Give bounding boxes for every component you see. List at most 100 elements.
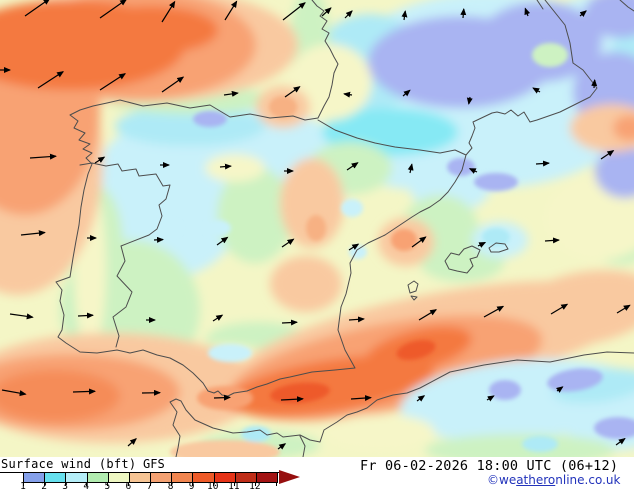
country-border — [317, 119, 467, 156]
wind-speed-region — [82, 6, 218, 54]
scale-tick — [23, 483, 24, 486]
wind-speed-region — [547, 368, 603, 392]
scale-tick — [65, 483, 67, 486]
scale-tick-label: 6 — [125, 481, 132, 490]
wind-speed-region — [170, 440, 280, 457]
scale-tick-label: 3 — [62, 481, 69, 490]
wind-speed-region — [594, 417, 634, 439]
wind-speed-region — [447, 158, 475, 176]
wind-arrow — [277, 443, 287, 450]
wind-arrow — [477, 241, 487, 248]
scale-tick-label: 5 — [104, 481, 111, 490]
wind-speed-region — [532, 43, 568, 67]
coastline — [169, 351, 634, 457]
scale-box — [214, 473, 236, 482]
wind-arrow — [219, 163, 232, 170]
scale-tick — [107, 483, 109, 486]
wind-speed-region — [341, 199, 363, 217]
scale-tick — [170, 483, 172, 486]
wind-arrow — [346, 162, 359, 171]
wind-speed-region — [270, 256, 342, 312]
wind-speed-region — [396, 340, 436, 360]
wind-arrow — [407, 163, 414, 174]
wind-arrow — [411, 236, 427, 248]
wind-speed-region — [570, 104, 634, 152]
scale-box — [151, 473, 173, 482]
wind-map — [0, 0, 634, 457]
coastline — [55, 0, 598, 397]
wind-arrow — [284, 86, 301, 98]
wind-speed-region — [306, 215, 326, 241]
scale-tick-label: 8 — [167, 481, 174, 490]
wind-speed-region — [205, 154, 265, 182]
wind-arrow — [212, 314, 224, 322]
wind-arrow — [99, 73, 126, 91]
scale-tick-label: 10 — [207, 481, 219, 490]
wind-speed-region — [489, 380, 521, 400]
wind-speed-region — [205, 220, 231, 236]
wind-speed-region — [584, 0, 634, 38]
wind-arrow — [224, 0, 238, 21]
scale-tick — [212, 483, 214, 486]
wind-arrow — [72, 388, 96, 395]
wind-arrow — [280, 396, 304, 403]
wind-speed-color-scale — [23, 472, 278, 483]
wind-arrow — [418, 309, 438, 321]
scale-box — [129, 473, 152, 482]
wind-speed-region — [482, 228, 510, 246]
wind-speed-region — [474, 173, 518, 191]
wind-arrow — [216, 236, 229, 246]
scale-tick — [191, 483, 193, 486]
wind-arrow — [94, 156, 106, 164]
wind-arrow — [579, 10, 587, 18]
scale-tick-label: 2 — [41, 481, 47, 490]
wind-arrow — [460, 8, 467, 19]
wind-arrow — [535, 160, 550, 167]
wind-arrow — [282, 2, 306, 21]
forecast-datetime: Fr 06-02-2026 18:00 UTC (06+12) — [360, 458, 619, 474]
wind-speed-region — [349, 245, 367, 259]
wind-arrow — [24, 0, 51, 17]
wind-speed-region — [288, 44, 372, 120]
wind-speed-region — [269, 96, 297, 118]
wind-speed-region — [0, 370, 120, 422]
wind-arrow — [416, 395, 426, 402]
wind-arrow — [483, 305, 505, 318]
model-label: GFS — [143, 457, 165, 471]
island-outline — [488, 242, 509, 253]
wind-arrow — [281, 238, 295, 248]
coastline — [619, 0, 634, 12]
scale-tick — [44, 483, 46, 486]
wind-arrow — [600, 150, 615, 160]
wind-arrow — [550, 303, 569, 315]
scale-box — [235, 473, 257, 482]
island-outline — [407, 280, 419, 294]
wind-arrow — [350, 395, 372, 402]
island-outline — [410, 295, 418, 301]
scale-box — [66, 473, 88, 482]
wind-arrow — [213, 394, 231, 401]
wind-speed-region — [478, 2, 602, 82]
scale-tick — [276, 483, 277, 486]
scale-box — [256, 473, 278, 482]
wind-arrow — [161, 0, 176, 23]
wind-speed-region — [193, 111, 227, 127]
wind-speed-region — [595, 146, 634, 198]
wind-speed-region — [208, 344, 252, 362]
scale-tick-label: 4 — [83, 481, 90, 490]
wind-arrow — [9, 313, 34, 320]
copyright-prefix: ©we — [487, 473, 517, 487]
wind-arrow — [99, 0, 128, 19]
copyright-link[interactable]: ©weatheronline.co.uk — [487, 473, 620, 487]
wind-arrow — [223, 90, 239, 97]
wind-arrow — [344, 10, 353, 19]
wind-arrow — [77, 312, 94, 319]
wind-speed-region — [510, 270, 634, 346]
wind-arrow — [37, 71, 64, 89]
wind-arrow — [615, 437, 626, 446]
wind-arrow — [402, 89, 411, 97]
wind-speed-region — [280, 158, 344, 248]
wind-arrow — [556, 386, 564, 393]
scale-box — [193, 473, 215, 482]
country-border — [79, 162, 171, 348]
